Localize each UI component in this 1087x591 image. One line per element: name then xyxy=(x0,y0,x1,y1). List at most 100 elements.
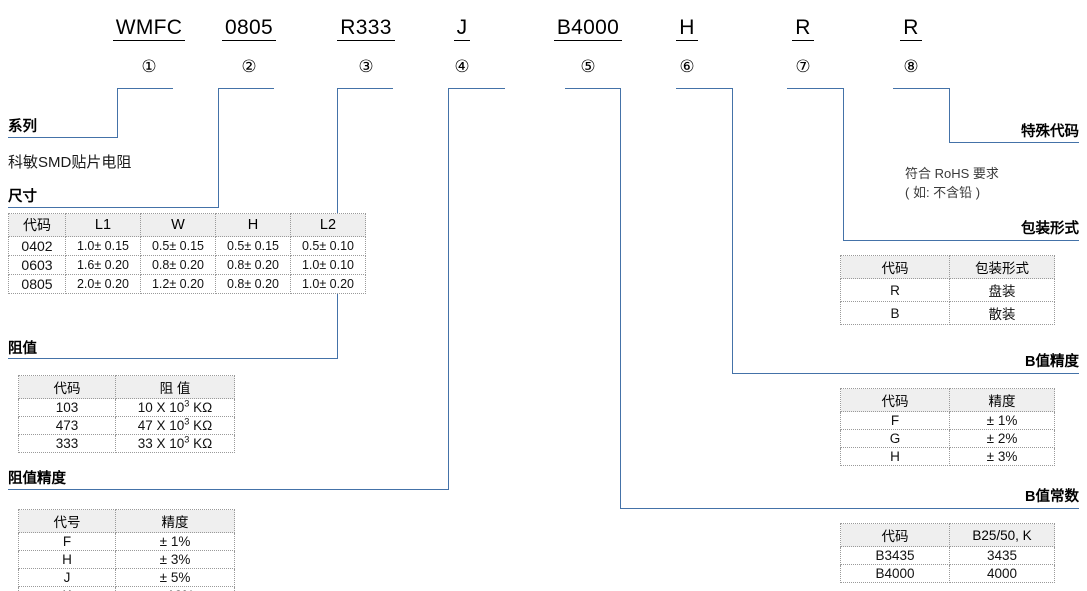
size-col-w: W xyxy=(140,213,216,237)
marker-5: ⑤ xyxy=(580,57,596,76)
leader-5-drop xyxy=(620,88,621,508)
table-row: 333 33 X 103 KΩ xyxy=(18,434,235,453)
special-code-note-line2: ( 如: 不含铅 ) xyxy=(905,185,981,200)
code-segment-6: H xyxy=(663,16,711,42)
heading-resistance-tolerance: 阻值精度 xyxy=(8,471,66,487)
size-r1-c1: 1.6± 0.20 xyxy=(65,255,141,275)
res-r1-exp: 3 xyxy=(184,416,190,427)
size-r2-c4: 1.0± 0.20 xyxy=(290,274,366,294)
leader-3-underline xyxy=(8,358,338,359)
bconst-r0-c1: 3435 xyxy=(949,546,1055,565)
res-r2-code: 333 xyxy=(18,434,116,453)
table-row: J ± 5% xyxy=(18,568,235,587)
size-r2-c3: 0.8± 0.20 xyxy=(215,274,291,294)
code-segment-3-text: R333 xyxy=(337,16,395,42)
code-segment-3: R333 xyxy=(330,16,402,42)
size-r2-c0: 0805 xyxy=(8,274,66,294)
res-r2-mantissa: 33 X 10 xyxy=(137,436,185,451)
leader-6-stub xyxy=(676,88,732,89)
code-segment-1-text: WMFC xyxy=(112,16,186,42)
prec-r0-c1: ± 1% xyxy=(115,532,235,551)
res-r1-mantissa: 47 X 10 xyxy=(137,418,185,433)
bprec-r1-c0: G xyxy=(840,429,950,448)
resistance-table: 代码 阻 值 103 10 X 103 KΩ 473 47 X 103 KΩ 3… xyxy=(18,375,235,453)
prec-r1-c1: ± 3% xyxy=(115,550,235,569)
leader-4-underline xyxy=(8,489,449,490)
size-r2-c1: 2.0± 0.20 xyxy=(65,274,141,294)
leader-8-stub xyxy=(893,88,949,89)
bconst-col-code: 代码 xyxy=(840,523,950,547)
prec-col-tol: 精度 xyxy=(115,509,235,533)
prec-col-code: 代号 xyxy=(18,509,116,533)
leader-7-underline xyxy=(843,240,1079,241)
bconst-r1-c0: B4000 xyxy=(840,564,950,583)
table-row: H ± 3% xyxy=(840,447,1055,466)
size-r0-c1: 1.0± 0.15 xyxy=(65,236,141,256)
bconst-r1-c1: 4000 xyxy=(949,564,1055,583)
b-constant-header-row: 代码 B25/50, K xyxy=(840,523,1055,547)
bconst-r0-c0: B3435 xyxy=(840,546,950,565)
size-r1-c0: 0603 xyxy=(8,255,66,275)
prec-r1-c0: H xyxy=(18,550,116,569)
code-segment-5: B4000 xyxy=(547,16,629,42)
heading-series: 系列 xyxy=(8,119,37,135)
heading-b-constant: B值常数 xyxy=(1025,489,1079,505)
code-segment-5-text: B4000 xyxy=(553,16,623,42)
code-segment-7-text: R xyxy=(792,16,814,42)
prec-r0-c0: F xyxy=(18,532,116,551)
code-segment-2: 0805 xyxy=(215,16,283,42)
table-row: G ± 2% xyxy=(840,429,1055,448)
bconst-col-val: B25/50, K xyxy=(949,523,1055,547)
bprec-col-tol: 精度 xyxy=(949,388,1055,412)
leader-8-underline xyxy=(949,142,1079,143)
pack-col-form: 包装形式 xyxy=(949,255,1055,279)
res-col-value: 阻 值 xyxy=(115,375,235,399)
prec-r2-c0: J xyxy=(18,568,116,587)
special-code-note-line1: 符合 RoHS 要求 xyxy=(905,166,999,181)
res-r2-value: 33 X 103 KΩ xyxy=(115,434,235,453)
table-row: F ± 1% xyxy=(18,532,235,551)
leader-2-stub xyxy=(218,88,274,89)
table-row: F ± 1% xyxy=(840,411,1055,430)
heading-size: 尺寸 xyxy=(8,189,37,205)
table-row: K ± 10% xyxy=(18,586,235,591)
table-row: H ± 3% xyxy=(18,550,235,569)
res-r2-exp: 3 xyxy=(184,434,190,445)
series-description: 科敏SMD贴片电阻 xyxy=(8,154,132,171)
bprec-r2-c1: ± 3% xyxy=(949,447,1055,466)
bprec-r0-c1: ± 1% xyxy=(949,411,1055,430)
heading-resistance: 阻值 xyxy=(8,341,37,357)
code-segment-4: J xyxy=(442,16,482,42)
prec-r3-c1: ± 10% xyxy=(115,586,235,591)
leader-7-stub xyxy=(787,88,843,89)
code-segment-8-text: R xyxy=(900,16,922,42)
marker-8: ⑧ xyxy=(903,57,919,76)
code-segment-8: R xyxy=(890,16,932,42)
code-segment-7: R xyxy=(780,16,826,42)
res-r1-code: 473 xyxy=(18,416,116,435)
size-col-l1: L1 xyxy=(65,213,141,237)
table-row: 473 47 X 103 KΩ xyxy=(18,416,235,435)
res-r0-value: 10 X 103 KΩ xyxy=(115,398,235,417)
code-segment-4-text: J xyxy=(453,16,471,42)
size-r0-c4: 0.5± 0.10 xyxy=(290,236,366,256)
size-col-code: 代码 xyxy=(8,213,66,237)
leader-5-stub xyxy=(565,88,621,89)
size-col-h: H xyxy=(215,213,291,237)
res-r0-exp: 3 xyxy=(184,398,190,409)
prec-r2-c1: ± 5% xyxy=(115,568,235,587)
size-col-l2: L2 xyxy=(290,213,366,237)
marker-2: ② xyxy=(241,57,257,76)
code-segment-1: WMFC xyxy=(110,16,188,42)
code-segment-2-text: 0805 xyxy=(222,16,276,42)
leader-8-drop xyxy=(949,88,950,142)
size-r0-c3: 0.5± 0.15 xyxy=(215,236,291,256)
marker-3: ③ xyxy=(358,57,374,76)
resistance-table-header-row: 代码 阻 值 xyxy=(18,375,235,399)
size-r0-c0: 0402 xyxy=(8,236,66,256)
table-row: 0402 1.0± 0.15 0.5± 0.15 0.5± 0.15 0.5± … xyxy=(8,236,366,256)
res-r0-unit: KΩ xyxy=(189,400,213,415)
res-r0-mantissa: 10 X 10 xyxy=(137,400,185,415)
leader-2-drop xyxy=(218,88,219,207)
leader-1-drop xyxy=(117,88,118,137)
